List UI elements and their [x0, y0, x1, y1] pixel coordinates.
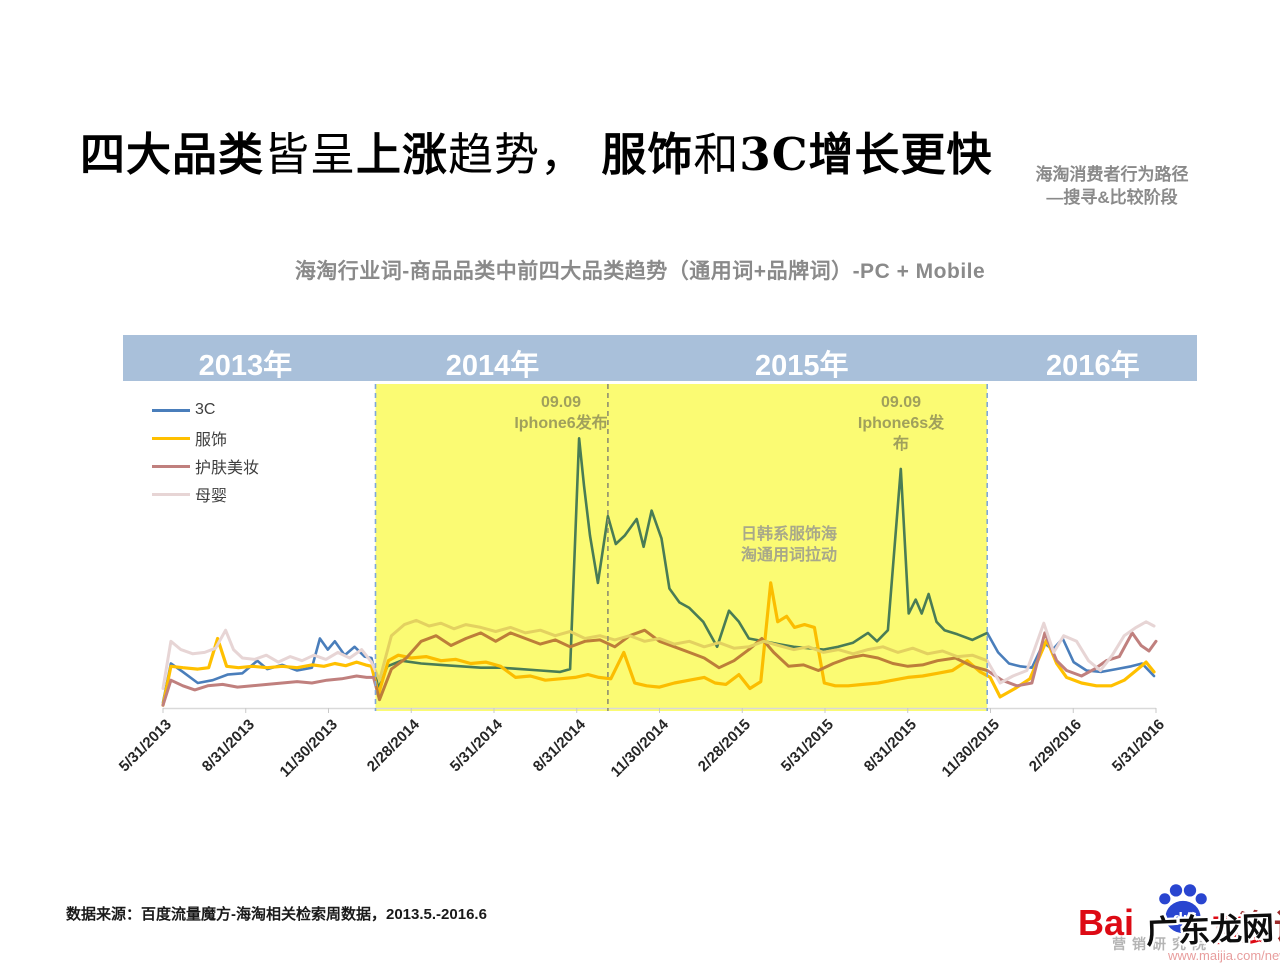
series-line-母婴 [161, 618, 1156, 690]
x-axis-label: 2/28/2014 [364, 716, 424, 776]
year-label: 2015年 [755, 350, 849, 382]
title-segment: 服饰 [601, 128, 694, 182]
watermark-site-name: 广东龙网 [1145, 909, 1275, 951]
annotation-line: 淘通用词拉动 [740, 547, 837, 564]
legend-label: 母婴 [195, 488, 228, 505]
legend-item-服饰: 服饰 [152, 424, 259, 452]
annotation-line: Iphone6s发 [857, 415, 945, 432]
legend-label: 服饰 [195, 432, 228, 449]
baidu-wordmark: Bai [1078, 902, 1135, 943]
annotation-line: 09.09 [540, 394, 582, 411]
x-axis-label: 11/30/2014 [606, 716, 672, 781]
iphone6s-note: 09.09 Iphone6s发布 [841, 392, 961, 455]
legend-swatch [152, 436, 190, 440]
year-label: 2013年 [198, 350, 293, 382]
legend-item-母婴: 母婴 [152, 480, 259, 508]
year-label: 2016年 [1046, 350, 1140, 382]
series-line-服饰 [161, 581, 1156, 707]
chart-title: 海淘行业词-商品品类中前四大品类趋势（通用词+品牌词）-PC + Mobile [294, 260, 986, 283]
chart-legend: 3C 服饰护肤美妆母婴 [152, 396, 259, 508]
title-segment: 和 [693, 128, 740, 182]
branding-block: Bai du 百度 营销研究院 www.maijia.com/news [1060, 870, 1280, 963]
baidu-cn-wordmark: 百度 [1212, 915, 1272, 948]
watermark-news-text: 资讯 [1238, 909, 1280, 947]
x-axis-label: 2/29/2016 [1026, 716, 1086, 776]
subtitle-line-1: 海淘消费者行为路径 [1035, 165, 1189, 184]
jpkr-note: 日韩系服饰海 淘通用词拉动 [704, 524, 874, 566]
baidu-unit-label: 营销研究院 [1112, 936, 1212, 952]
baidu-du-text: du [1173, 909, 1194, 928]
title-segment: 增长更快 [808, 128, 993, 182]
series-line-3C [161, 436, 1156, 704]
year-label: 2014年 [445, 350, 540, 382]
title-segment: 上涨 [356, 128, 449, 182]
annotation-line: 日韩系服饰海 [740, 526, 837, 543]
legend-swatch [152, 464, 190, 468]
x-axis-label: 11/30/2013 [275, 716, 341, 781]
x-axis-label: 8/31/2013 [198, 716, 258, 776]
x-axis-label: 5/31/2015 [777, 716, 838, 776]
baidu-paw-icon: du [1159, 884, 1207, 934]
legend-swatch [152, 492, 190, 496]
annotation-line: Iphone6发布 [514, 415, 608, 432]
year-band-header: 2013年 2014年 2015年 2016年 [123, 335, 1197, 382]
legend-label: 护肤美妆 [195, 460, 260, 477]
watermark-url: www.maijia.com/news [1168, 948, 1280, 963]
series-line-护肤美妆 [161, 628, 1158, 707]
x-axis-label: 5/31/2014 [446, 716, 507, 776]
page-title: 四大品类皆呈上涨趋势， 服饰和3C增长更快 [80, 118, 1180, 183]
title-segment: 四大品类 [80, 128, 265, 182]
legend-item-3C: 3C [152, 396, 259, 424]
x-axis-label: 11/30/2015 [937, 716, 1003, 781]
legend-swatch [152, 408, 190, 412]
slide-subtitle: 海淘消费者行为路径 —搜寻&比较阶段 [962, 163, 1262, 209]
x-axis-label: 8/31/2015 [860, 716, 920, 776]
annotation-line: 09.09 [880, 394, 922, 411]
legend-label: 3C [195, 401, 216, 418]
source-note: 数据来源：百度流量魔方-海淘相关检索周数据，2013.5.-2016.6 [66, 906, 487, 923]
title-segment: 趋势， [448, 128, 602, 182]
iphone6-note: 09.09 Iphone6发布 [486, 392, 636, 434]
title-segment: 3C [739, 128, 809, 182]
x-axis-label: 8/31/2014 [529, 716, 589, 776]
x-axis-label: 5/31/2016 [1108, 716, 1169, 776]
x-axis-label: 5/31/2013 [115, 716, 176, 776]
annotation-line: 布 [892, 436, 909, 453]
title-segment: 皆呈 [264, 128, 357, 182]
subtitle-line-2: —搜寻&比较阶段 [1046, 188, 1178, 207]
x-axis-label: 2/28/2015 [695, 716, 755, 776]
legend-item-护肤美妆: 护肤美妆 [152, 452, 259, 480]
